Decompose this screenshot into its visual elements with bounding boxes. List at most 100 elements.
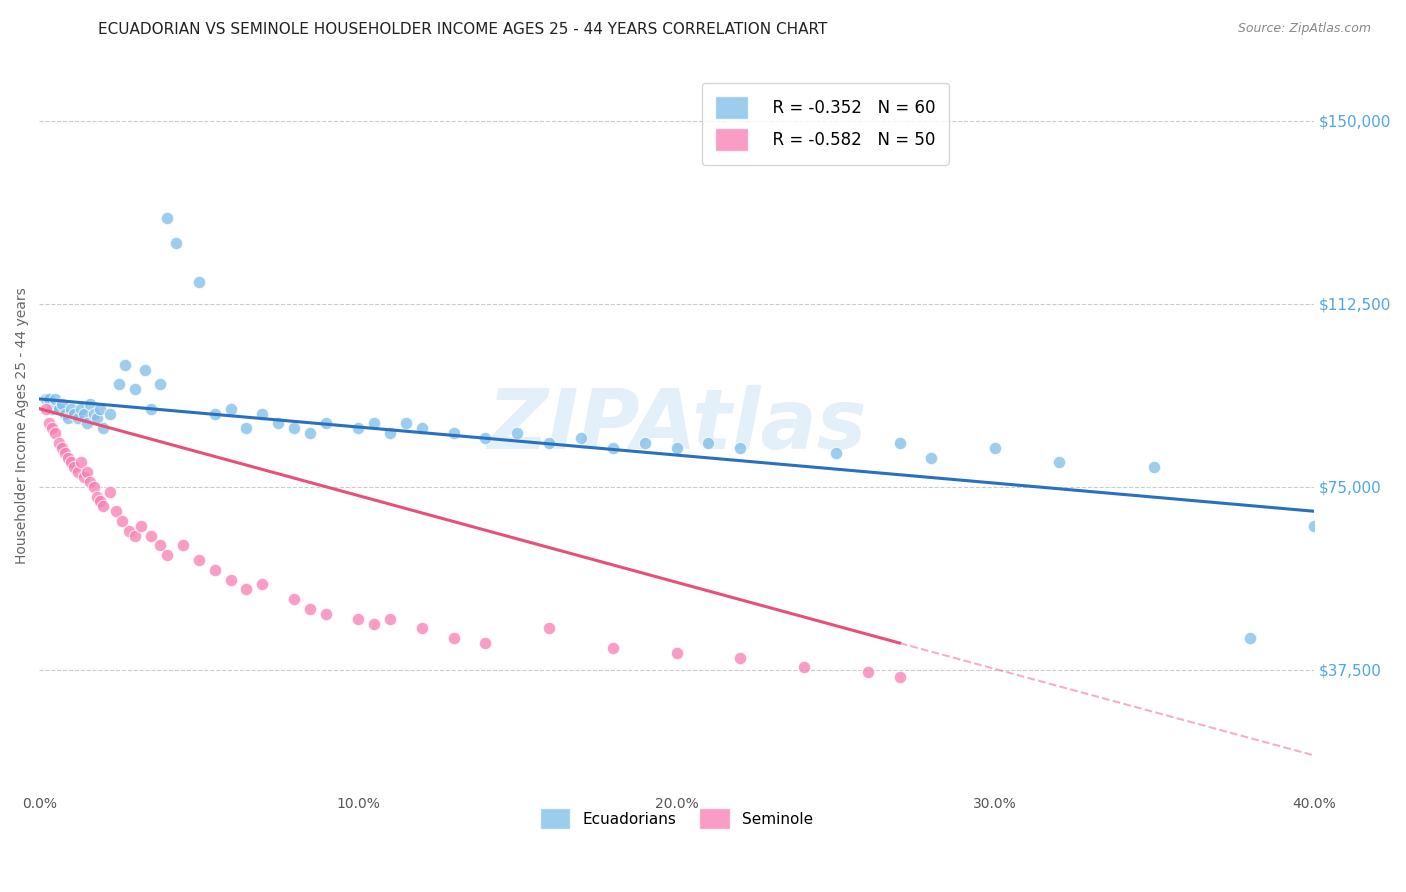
Point [474,431,496,445]
Point [299,426,322,441]
Point [44,426,66,441]
Point [252,577,274,591]
Point [665,441,688,455]
Point [98,407,121,421]
Point [602,441,624,455]
Point [51,441,73,455]
Point [73,470,96,484]
Point [235,582,257,597]
Point [1302,519,1324,533]
Point [41,421,63,435]
Point [41,401,63,416]
Point [363,417,385,431]
Point [69,455,91,469]
Point [538,435,561,450]
Point [134,362,156,376]
Point [51,397,73,411]
Point [66,465,89,479]
Point [889,435,911,450]
Point [299,602,322,616]
Point [76,465,98,479]
Point [124,382,146,396]
Point [730,441,752,455]
Point [69,401,91,416]
Point [506,426,529,441]
Point [347,421,370,435]
Point [347,612,370,626]
Point [156,211,179,226]
Point [104,504,127,518]
Point [252,407,274,421]
Point [35,392,58,406]
Point [730,650,752,665]
Point [66,411,89,425]
Point [283,421,305,435]
Point [89,494,111,508]
Point [60,455,83,469]
Point [149,538,172,552]
Point [172,538,194,552]
Point [219,573,242,587]
Point [411,421,433,435]
Point [53,445,76,459]
Point [86,411,108,425]
Point [83,480,105,494]
Point [204,563,226,577]
Point [124,528,146,542]
Point [38,417,60,431]
Point [156,548,179,562]
Point [79,475,101,489]
Point [569,431,592,445]
Point [267,417,290,431]
Point [117,524,139,538]
Point [411,621,433,635]
Point [315,607,337,621]
Point [1047,455,1070,469]
Point [98,484,121,499]
Point [283,592,305,607]
Point [443,631,465,645]
Point [83,407,105,421]
Y-axis label: Householder Income Ages 25 - 44 years: Householder Income Ages 25 - 44 years [15,287,30,564]
Point [378,612,401,626]
Point [443,426,465,441]
Point [108,377,131,392]
Point [56,411,79,425]
Point [235,421,257,435]
Point [856,665,879,680]
Text: ZIPAtlas: ZIPAtlas [486,385,866,467]
Point [634,435,657,450]
Point [35,401,58,416]
Point [187,275,209,289]
Legend: Ecuadorians, Seminole: Ecuadorians, Seminole [534,802,820,836]
Point [920,450,942,465]
Point [48,401,70,416]
Point [474,636,496,650]
Point [1239,631,1261,645]
Point [91,421,114,435]
Point [38,392,60,406]
Point [149,377,172,392]
Text: Source: ZipAtlas.com: Source: ZipAtlas.com [1237,22,1371,36]
Point [139,401,162,416]
Point [79,397,101,411]
Point [825,445,848,459]
Point [91,500,114,514]
Point [111,514,134,528]
Text: ECUADORIAN VS SEMINOLE HOUSEHOLDER INCOME AGES 25 - 44 YEARS CORRELATION CHART: ECUADORIAN VS SEMINOLE HOUSEHOLDER INCOM… [98,22,828,37]
Point [63,460,86,475]
Point [984,441,1007,455]
Point [53,407,76,421]
Point [538,621,561,635]
Point [165,235,187,250]
Point [63,407,86,421]
Point [793,660,815,674]
Point [363,616,385,631]
Point [378,426,401,441]
Point [697,435,720,450]
Point [204,407,226,421]
Point [131,519,153,533]
Point [1143,460,1166,475]
Point [219,401,242,416]
Point [602,640,624,655]
